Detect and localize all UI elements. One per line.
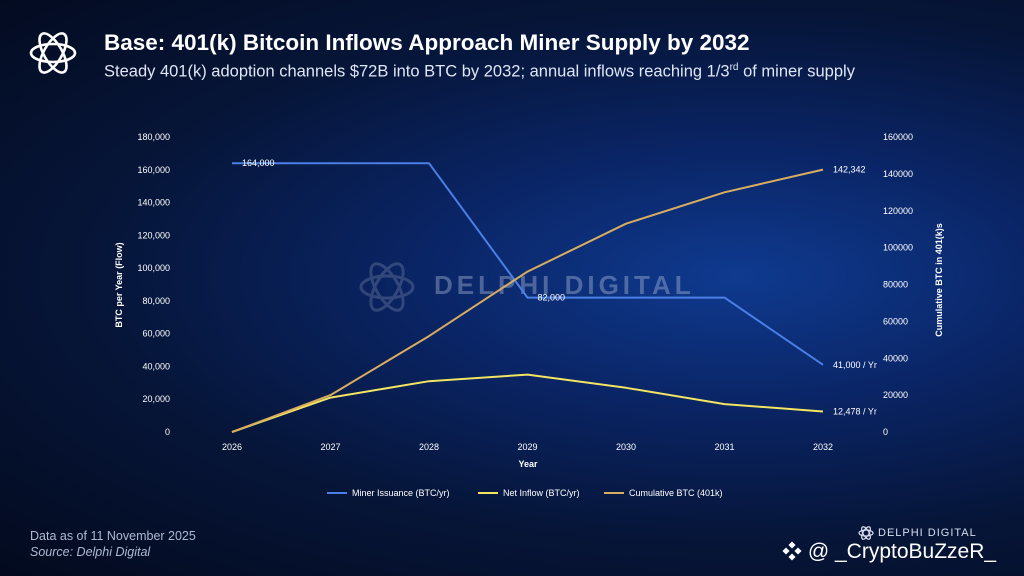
y-left-tick-label: 180,000 [137,132,170,142]
y-left-tick-label: 160,000 [137,165,170,175]
x-tick-label: 2027 [320,442,340,452]
y-right-tick-label: 160000 [883,132,913,142]
legend-label: Miner Issuance (BTC/yr) [352,488,450,498]
y-axis-left-label: BTC per Year (Flow) [114,242,124,327]
brand-logo-icon [858,526,874,540]
social-handle: @ _CryptoBuZzeR_ [782,540,996,564]
y-left-tick-label: 0 [165,427,170,437]
y-left-tick-label: 140,000 [137,198,170,208]
y-right-tick-label: 0 [883,427,888,437]
x-tick-label: 2028 [419,442,439,452]
subtitle-superscript: rd [729,62,739,73]
x-tick-label: 2032 [813,442,833,452]
legend: Miner Issuance (BTC/yr) Net Inflow (BTC/y… [327,488,723,498]
social-handle-text: @ _CryptoBuZzeR_ [807,540,997,563]
legend-label: Net Inflow (BTC/yr) [503,488,580,498]
data-label: 82,000 [538,293,566,303]
y-right-tick-label: 140000 [883,169,913,179]
x-tick-label: 2030 [616,442,636,452]
y-left-tick-label: 40,000 [142,361,170,371]
y-right-tick-label: 20000 [883,390,908,400]
subtitle-main: Steady 401(k) adoption channels $72B int… [104,62,730,81]
y-left-tick-label: 60,000 [142,329,170,339]
subtitle-end: of miner supply [738,62,855,81]
brand-name: DELPHI DIGITAL [878,527,977,539]
y-right-tick-label: 60000 [883,316,908,326]
binance-icon [782,541,802,561]
series-line-3 [231,168,824,433]
y-right-tick-label: 120000 [883,206,913,216]
watermark-logo-icon [359,262,415,312]
x-tick-label: 2029 [517,442,537,452]
x-tick-label: 2026 [222,442,242,452]
delphi-logo-icon [29,32,77,74]
x-tick-label: 2031 [714,442,734,452]
data-label: 41,000 / Yr [833,360,877,370]
y-right-tick-label: 40000 [883,353,908,363]
x-axis-label: Year [518,459,538,469]
y-left-tick-label: 20,000 [142,394,170,404]
data-label: 12,478 / Yr [833,407,877,417]
data-date-note: Data as of 11 November 2025 [30,529,196,543]
y-axis-right-label: Cumulative BTC in 401(k)s [934,223,944,337]
series-line-1 [232,162,824,366]
series-line-2 [231,373,824,433]
y-right-tick-label: 80000 [883,280,908,290]
data-label: 164,000 [242,158,275,168]
y-left-tick-label: 120,000 [137,230,170,240]
source-note: Source: Delphi Digital [30,545,151,559]
chart-title: Base: 401(k) Bitcoin Inflows Approach Mi… [104,30,750,55]
chart-subtitle: Steady 401(k) adoption channels $72B int… [104,62,855,82]
y-right-tick-label: 100000 [883,243,913,253]
watermark-text: DELPHI DIGITAL [434,270,695,300]
y-left-tick-label: 100,000 [137,263,170,273]
legend-label: Cumulative BTC (401k) [629,488,723,498]
data-label: 142,342 [833,165,866,175]
y-left-tick-label: 80,000 [142,296,170,306]
